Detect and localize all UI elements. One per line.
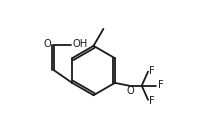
Text: OH: OH	[72, 39, 87, 49]
Text: O: O	[44, 39, 51, 49]
Text: O: O	[126, 86, 134, 96]
Text: F: F	[150, 96, 155, 105]
Text: F: F	[157, 80, 163, 90]
Text: F: F	[150, 66, 155, 76]
